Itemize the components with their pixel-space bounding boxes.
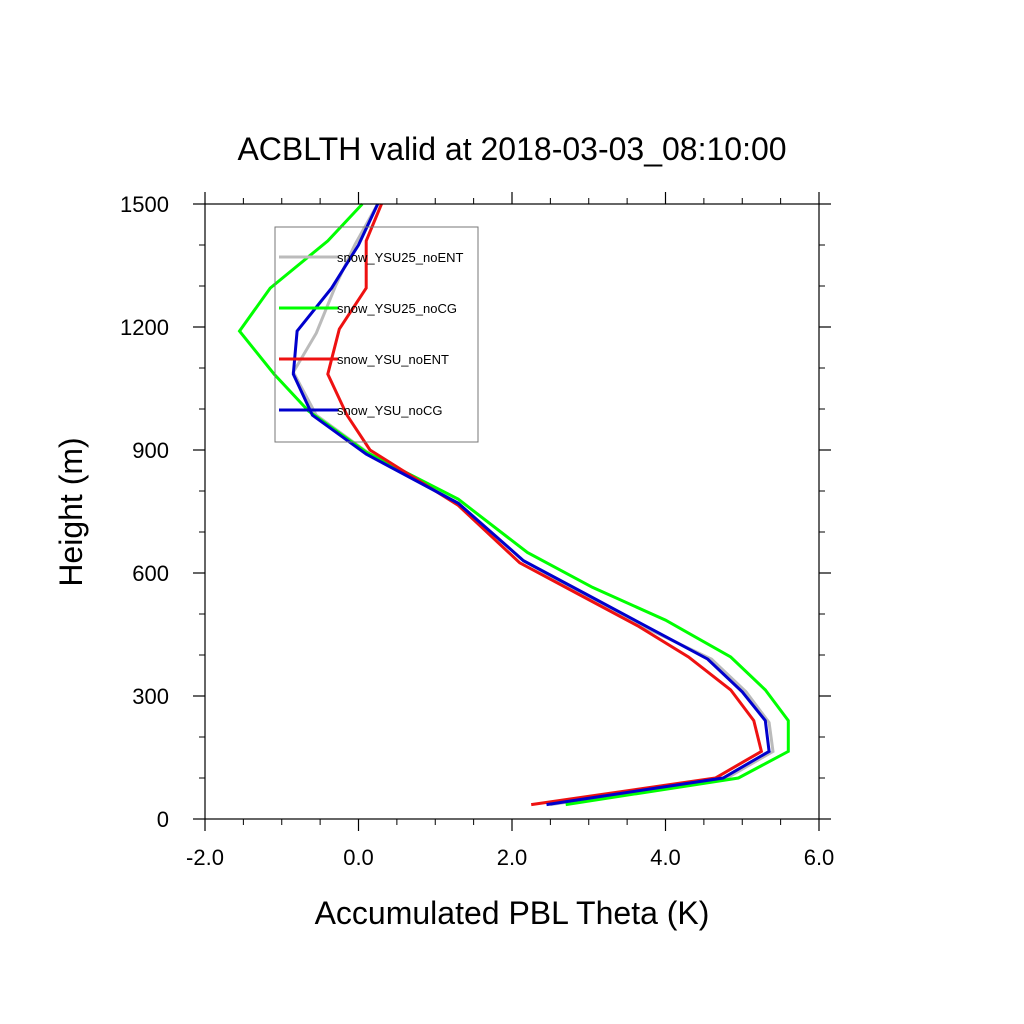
y-axis-label: Height (m) (53, 437, 89, 586)
y-tick-label: 1200 (120, 315, 169, 340)
x-tick-label: 2.0 (497, 845, 528, 870)
x-tick-label: 0.0 (343, 845, 374, 870)
series-line-snow_YSU25_noENT (291, 203, 775, 807)
x-tick-label: 6.0 (804, 845, 835, 870)
series-line-snow_YSU25_noCG (237, 202, 790, 807)
legend-box (274, 226, 479, 443)
legend-label: snow_YSU_noCG (337, 403, 443, 418)
x-axis-label: Accumulated PBL Theta (K) (315, 895, 710, 931)
y-tick-label: 600 (132, 561, 169, 586)
axis-ticks: -2.0 0.0 2.0 4.0 6.0 0 300 600 900 1200 1500 (120, 192, 834, 870)
plot-series (237, 202, 790, 807)
x-tick-label: -2.0 (186, 845, 224, 870)
legend: snow_YSU25_noENT snow_YSU25_noCG snow_YSU_… (274, 226, 479, 443)
y-tick-label: 0 (157, 807, 169, 832)
y-tick-label: 900 (132, 438, 169, 463)
chart-title: ACBLTH valid at 2018-03-03_08:10:00 (237, 131, 786, 167)
y-tick-label: 300 (132, 684, 169, 709)
series-line-snow_YSU_noENT (326, 203, 764, 807)
y-tick-label: 1500 (120, 192, 169, 217)
series-line-snow_YSU_noCG (291, 203, 771, 807)
legend-label: snow_YSU25_noCG (337, 301, 457, 316)
plot-frame (204, 203, 820, 820)
x-tick-label: 4.0 (650, 845, 681, 870)
legend-label: snow_YSU_noENT (337, 352, 449, 367)
legend-label: snow_YSU25_noENT (337, 250, 464, 265)
